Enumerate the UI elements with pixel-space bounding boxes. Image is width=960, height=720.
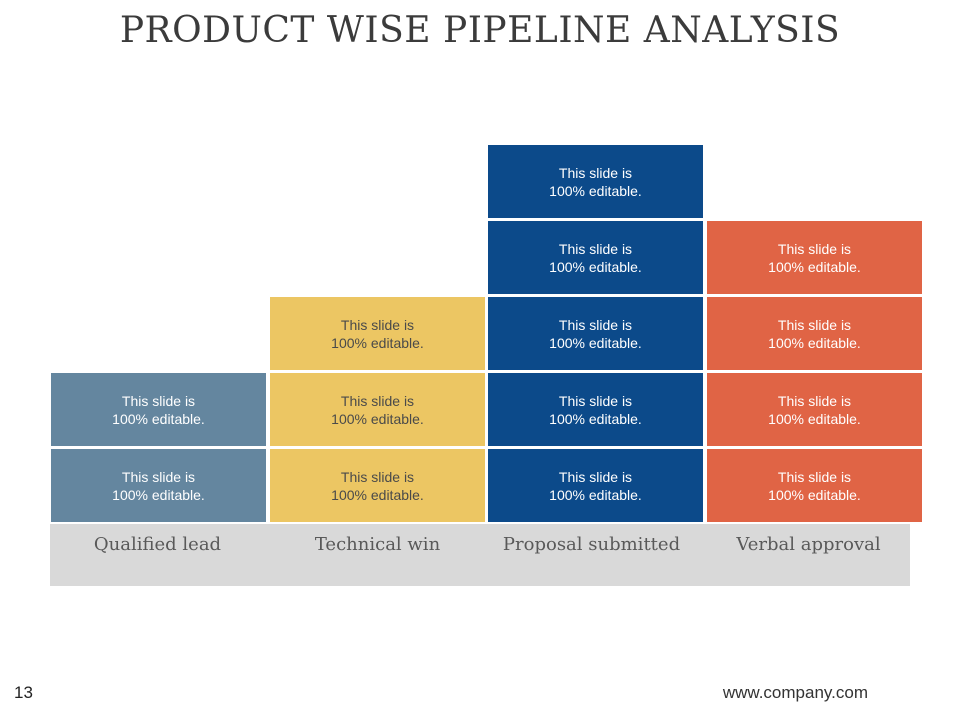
pipeline-block: This slide is 100% editable. <box>488 145 703 218</box>
pipeline-block-text: This slide is 100% editable. <box>112 392 205 427</box>
pipeline-block: This slide is 100% editable. <box>488 297 703 370</box>
stage-label-qualified-lead: Qualified lead <box>93 534 222 555</box>
pipeline-block: This slide is 100% editable. <box>707 221 922 294</box>
stage-label-proposal-submitted: Proposal submitted <box>502 534 681 555</box>
pipeline-block-text: This slide is 100% editable. <box>549 392 642 427</box>
pipeline-block: This slide is 100% editable. <box>488 221 703 294</box>
pipeline-block: This slide is 100% editable. <box>707 297 922 370</box>
pipeline-block-text: This slide is 100% editable. <box>549 316 642 351</box>
slide-title: PRODUCT WISE PIPELINE ANALYSIS <box>119 10 841 51</box>
pipeline-block-text: This slide is 100% editable. <box>549 240 642 275</box>
pipeline-block-text: This slide is 100% editable. <box>112 468 205 503</box>
pipeline-block-text: This slide is 100% editable. <box>331 316 424 351</box>
pipeline-block-text: This slide is 100% editable. <box>549 468 642 503</box>
stage-column-qualified-lead: This slide is 100% editable. This slide i… <box>50 372 266 524</box>
pipeline-block: This slide is 100% editable. <box>707 373 922 446</box>
pipeline-block-text: This slide is 100% editable. <box>768 316 861 351</box>
stage-column-verbal-approval: This slide is 100% editable. This slide i… <box>706 220 922 524</box>
pipeline-block: This slide is 100% editable. <box>488 449 703 522</box>
stage-column-technical-win: This slide is 100% editable. This slide i… <box>269 296 485 524</box>
pipeline-block: This slide is 100% editable. <box>51 373 266 446</box>
stage-column-proposal-submitted: This slide is 100% editable. This slide i… <box>487 144 703 524</box>
pipeline-block-text: This slide is 100% editable. <box>331 468 424 503</box>
stage-labels-bar: Qualified lead Technical win Proposal su… <box>50 524 910 586</box>
pipeline-block: This slide is 100% editable. <box>707 449 922 522</box>
pipeline-block-text: This slide is 100% editable. <box>768 468 861 503</box>
pipeline-block-text: This slide is 100% editable. <box>768 392 861 427</box>
pipeline-block-text: This slide is 100% editable. <box>549 164 642 199</box>
pipeline-block: This slide is 100% editable. <box>270 297 485 370</box>
pipeline-block: This slide is 100% editable. <box>270 373 485 446</box>
page-number: 13 <box>14 683 33 702</box>
pipeline-block-text: This slide is 100% editable. <box>768 240 861 275</box>
stage-label-technical-win: Technical win <box>314 534 441 555</box>
pipeline-block-text: This slide is 100% editable. <box>331 392 424 427</box>
pipeline-diagram: Qualified lead Technical win Proposal su… <box>50 144 922 586</box>
pipeline-block: This slide is 100% editable. <box>488 373 703 446</box>
pipeline-block: This slide is 100% editable. <box>51 449 266 522</box>
stage-label-verbal-approval: Verbal approval <box>736 534 881 555</box>
footer-url: www.company.com <box>722 683 868 702</box>
pipeline-block: This slide is 100% editable. <box>270 449 485 522</box>
